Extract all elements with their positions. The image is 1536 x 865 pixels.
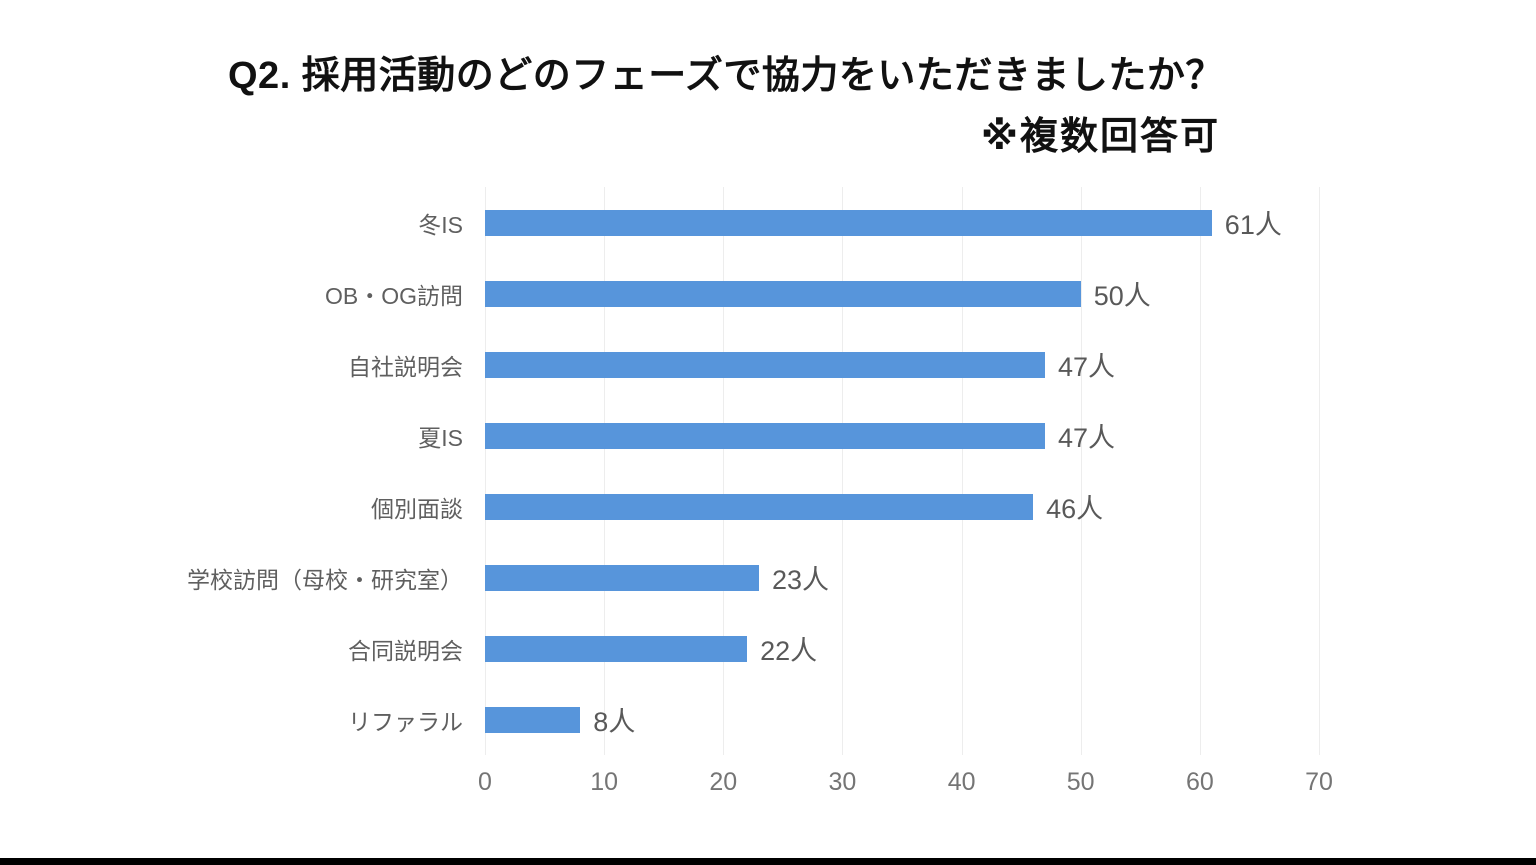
bar-value-label: 23人	[772, 565, 830, 595]
bar	[485, 351, 1045, 378]
bar	[485, 564, 759, 591]
bar-value-label: 50人	[1093, 281, 1151, 311]
x-axis-tick-label: 50	[1066, 768, 1095, 796]
x-axis-tick-label: 30	[828, 768, 857, 796]
chart-row: 夏IS 47人	[0, 400, 1536, 471]
category-label: 冬IS	[418, 211, 463, 238]
category-label: 合同説明会	[348, 637, 463, 664]
bar	[485, 635, 748, 662]
bar-track: 47人	[485, 345, 1319, 384]
bar-track: 50人	[485, 274, 1319, 313]
chart-row: 冬IS 61人	[0, 187, 1536, 258]
bar	[485, 209, 1212, 236]
gridline	[485, 187, 486, 755]
bottom-black-bar	[0, 858, 1536, 865]
bar	[485, 280, 1081, 307]
bar-value-label: 8人	[593, 707, 636, 737]
bar-chart-rows: 冬IS 61人 OB・OG訪問 50人 自社説明会 47人 夏IS 47人 個別面談 46人 学校訪…	[0, 187, 1536, 755]
chart-row: リファラル 8人	[0, 684, 1536, 755]
bar-value-label: 61人	[1224, 210, 1282, 240]
category-label: OB・OG訪問	[324, 282, 463, 309]
category-label: 個別面談	[371, 495, 463, 522]
bar-value-label: 46人	[1046, 494, 1104, 524]
category-label: リファラル	[348, 708, 463, 735]
gridline	[1199, 187, 1201, 755]
bar-value-label: 47人	[1058, 352, 1116, 382]
gridline	[842, 187, 844, 755]
bar-track: 8人	[485, 700, 1319, 739]
category-label: 夏IS	[418, 424, 463, 451]
bar-track: 22人	[485, 629, 1319, 668]
gridline	[1319, 187, 1320, 755]
bar	[485, 422, 1045, 449]
bar-track: 46人	[485, 487, 1319, 526]
gridline	[961, 187, 963, 755]
x-axis-tick-label: 40	[947, 768, 976, 796]
x-axis-tick-label: 10	[590, 768, 618, 796]
category-label: 自社説明会	[348, 353, 463, 380]
chart-row: 学校訪問（母校・研究室） 23人	[0, 542, 1536, 613]
bar	[485, 493, 1034, 520]
gridline	[604, 187, 606, 755]
x-axis-tick-label: 0	[478, 768, 492, 796]
chart-row: 個別面談 46人	[0, 471, 1536, 542]
chart-row: 合同説明会 22人	[0, 613, 1536, 684]
chart-row: 自社説明会 47人	[0, 329, 1536, 400]
x-axis-tick-label: 60	[1185, 768, 1214, 796]
x-axis: 0 10 20 30 40 50 60 70	[478, 768, 1333, 800]
plot-gridlines	[485, 187, 1320, 755]
chart-row: OB・OG訪問 50人	[0, 258, 1536, 329]
x-axis-tick-label: 20	[709, 768, 738, 796]
chart-title: Q2. 採用活動のどのフェーズで協力をいただきましたか？	[228, 55, 1224, 97]
chart-title-block: Q2. 採用活動のどのフェーズで協力をいただきましたか？ ※複数回答可	[228, 52, 1224, 160]
bar-value-label: 47人	[1058, 423, 1116, 453]
category-label: 学校訪問（母校・研究室）	[187, 566, 463, 593]
x-axis-tick-label: 70	[1305, 768, 1333, 796]
gridline	[723, 187, 725, 755]
bar-value-label: 22人	[760, 636, 818, 666]
bar	[485, 706, 581, 733]
bar-track: 23人	[485, 558, 1319, 597]
gridline	[1080, 187, 1082, 755]
chart-subtitle-multiple-answers-note: ※複数回答可	[981, 116, 1220, 159]
bar-track: 47人	[485, 416, 1319, 455]
bar-track: 61人	[485, 203, 1319, 242]
